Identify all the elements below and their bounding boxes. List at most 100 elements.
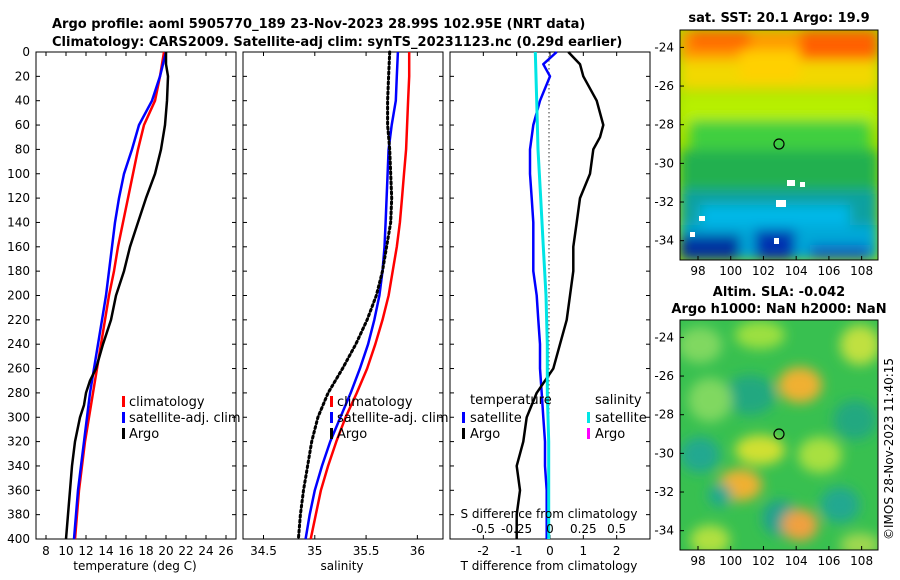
x-tick-label: 22 (178, 544, 193, 558)
depth-tick-label: 260 (7, 362, 30, 376)
x-tick-label: 34.5 (250, 544, 277, 558)
map-x-tick-label: 104 (785, 554, 808, 568)
legend-label-s-satellite: satellite (595, 411, 647, 426)
map-x-tick-label: 104 (785, 264, 808, 278)
series-line-s-satellite (533, 51, 551, 539)
map-y-tick-label: -30 (654, 156, 674, 170)
map-y-tick-label: -26 (654, 79, 674, 93)
depth-tick-label: 100 (7, 167, 30, 181)
difference-panel: -2 -1 0 1 2 (450, 51, 650, 558)
sst-map (680, 30, 878, 260)
series-line-argo (296, 50, 394, 541)
header-line-1: Argo profile: aoml 5905770_189 23-Nov-20… (52, 17, 585, 32)
series-line-satellite-adj-clim (72, 51, 168, 540)
temperature-xlabel: temperature (deg C) (73, 559, 196, 573)
map-x-tick-label: 102 (752, 264, 775, 278)
salinity-panel: 34.5 35 35.5 36 (243, 50, 443, 558)
depth-tick-label: 200 (7, 289, 30, 303)
map-y-tick-label: -34 (654, 524, 674, 538)
series-line-climatology (309, 52, 411, 540)
sst-map-title: sat. SST: 20.1 Argo: 19.9 (688, 11, 869, 26)
x-tick-label: 35.5 (353, 544, 380, 558)
map-y-tick-label: -28 (654, 408, 674, 422)
temperature-legend: climatology satellite-adj. clim Argo (122, 395, 241, 442)
salinity-panel-frame (242, 51, 444, 540)
map-y-tick-label: -30 (654, 446, 674, 460)
x-tick-label: 2 (613, 544, 621, 558)
s-tick-label: 0.5 (607, 522, 626, 536)
legend-label-satellite: satellite-adj. clim (129, 411, 241, 426)
depth-tick-label: 180 (7, 264, 30, 278)
series-line-argo (64, 52, 170, 540)
s-tick-label: -0.5 (472, 522, 495, 536)
legend-label-argo: Argo (337, 427, 367, 442)
legend-swatch-climatology (330, 396, 333, 407)
depth-tick-label: 20 (15, 69, 30, 83)
x-tick-label: 16 (118, 544, 133, 558)
map-x-tick-label: 108 (850, 554, 873, 568)
legend-label-satellite: satellite-adj. clim (337, 411, 449, 426)
temperature-panel: 8 10 12 14 16 18 20 22 24 26 (36, 51, 236, 558)
header-line-2: Climatology: CARS2009. Satellite-adj cli… (52, 35, 622, 50)
map-y-tick-label: -26 (654, 369, 674, 383)
x-tick-label: 10 (58, 544, 73, 558)
map-y-tick-label: -28 (654, 118, 674, 132)
legend-title-temperature: temperature (470, 393, 552, 408)
x-tick-label: 24 (198, 544, 213, 558)
series-line-t-argo (515, 51, 605, 539)
depth-tick-label: 280 (7, 386, 30, 400)
depth-tick-label: 360 (7, 483, 30, 497)
map-x-tick-label: 98 (690, 264, 705, 278)
map-y-tick-label: -32 (654, 485, 674, 499)
legend-swatch-argo (330, 428, 333, 439)
sla-map (680, 320, 878, 550)
depth-tick-label: 80 (15, 142, 30, 156)
depth-tick-label: 60 (15, 118, 30, 132)
map-y-tick-label: -32 (654, 195, 674, 209)
s-difference-ticks: -0.5 -0.25 0 0.25 0.5 (472, 522, 627, 536)
difference-xlabel: T difference from climatology (460, 559, 638, 573)
map-x-tick-label: 100 (719, 264, 742, 278)
s-difference-label: S difference from climatology (461, 507, 638, 521)
x-tick-label: 26 (218, 544, 233, 558)
legend-label-argo: Argo (129, 427, 159, 442)
sla-map-title: Altim. SLA: -0.042 (713, 285, 845, 300)
depth-tick-label: 40 (15, 94, 30, 108)
depth-tick-label: 140 (7, 215, 30, 229)
argo-position-marker (773, 428, 785, 440)
x-tick-label: 36 (410, 544, 425, 558)
map-y-tick-label: -34 (654, 234, 674, 248)
temperature-panel-frame (35, 51, 237, 540)
legend-label-s-argo: Argo (595, 427, 625, 442)
x-tick-label: 14 (98, 544, 113, 558)
x-tick-label: 20 (158, 544, 173, 558)
depth-tick-label: 0 (22, 45, 30, 59)
legend-label-t-satellite: satellite (470, 411, 522, 426)
series-line-climatology (73, 51, 166, 540)
legend-swatch-climatology (122, 396, 125, 407)
legend-swatch-satellite (330, 412, 333, 423)
series-line-t-satellite (528, 51, 558, 539)
map-y-tick-label: -24 (654, 40, 674, 54)
map-x-tick-label: 102 (752, 554, 775, 568)
x-tick-label: 1 (580, 544, 588, 558)
legend-label-climatology: climatology (337, 395, 413, 410)
depth-tick-label: 160 (7, 240, 30, 254)
map-x-tick-label: 106 (817, 554, 840, 568)
x-tick-label: -2 (477, 544, 489, 558)
legend-label-t-argo: Argo (470, 427, 500, 442)
timestamp-watermark: ©IMOS 28-Nov-2023 11:40:15 (882, 358, 896, 540)
series-line-satellite-adj-clim (304, 51, 400, 540)
depth-tick-label: 320 (7, 435, 30, 449)
depth-tick-label: 120 (7, 191, 30, 205)
legend-swatch-satellite (122, 412, 125, 423)
s-tick-label: 0.25 (570, 522, 597, 536)
legend-swatch-s-argo (587, 428, 590, 439)
x-tick-label: 18 (138, 544, 153, 558)
legend-swatch-t-argo (462, 428, 465, 439)
depth-tick-label: 240 (7, 337, 30, 351)
legend-title-salinity: salinity (595, 393, 642, 408)
salinity-xlabel: salinity (320, 559, 363, 573)
sla-map-ticks: 98 100 102 104 106 108 -24 -26 -28 -30 -32 -34 (654, 330, 873, 568)
legend-label-climatology: climatology (129, 395, 205, 410)
